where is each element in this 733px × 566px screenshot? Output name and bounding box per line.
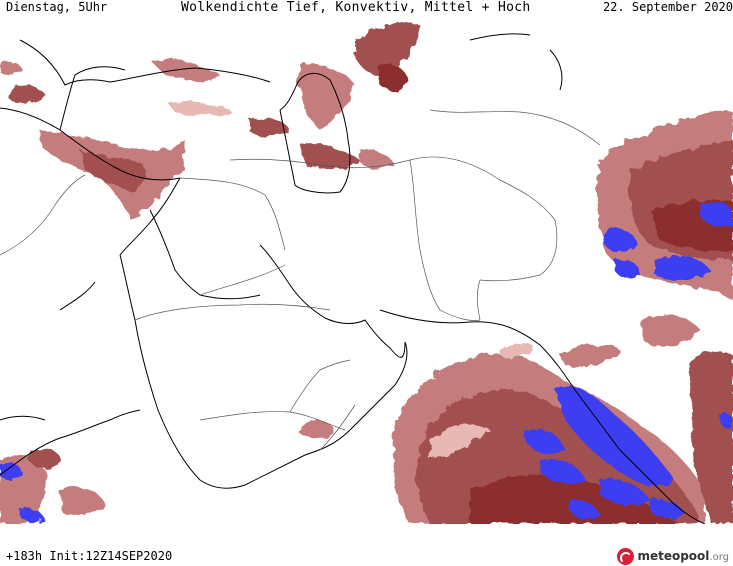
forecast-run-label: +183h Init:12Z14SEP2020 (6, 549, 173, 563)
header-bar: Dienstag, 5Uhr Wolkendichte Tief, Konvek… (0, 0, 733, 20)
meteopool-logo[interactable]: meteopool.org (617, 546, 729, 566)
forecast-date-label: 22. September 2020 (602, 0, 733, 14)
forecast-day-label: Dienstag, 5Uhr (6, 0, 108, 14)
meteopool-logo-icon (617, 547, 635, 565)
country-borders (0, 109, 601, 451)
cloud-density-map (0, 20, 733, 524)
logo-text: meteopool.org (637, 549, 729, 563)
footer-bar: +183h Init:12Z14SEP2020 meteopool.org (0, 540, 733, 566)
convective-cells (0, 201, 733, 523)
chart-title: Wolkendichte Tief, Konvektiv, Mittel + H… (181, 0, 531, 15)
coastlines (0, 33, 706, 524)
